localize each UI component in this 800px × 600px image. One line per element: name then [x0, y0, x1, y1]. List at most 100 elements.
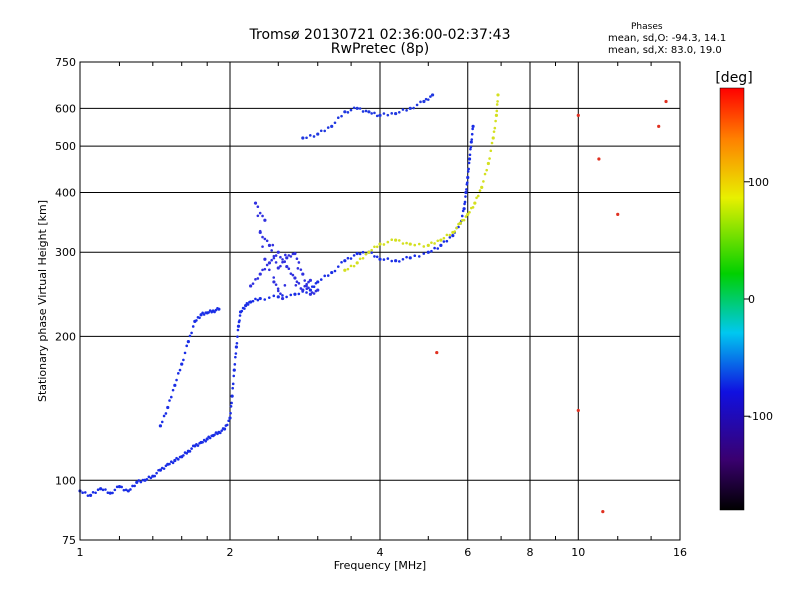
- data-point: [104, 488, 107, 491]
- data-point: [375, 255, 379, 259]
- data-point: [133, 484, 136, 488]
- data-point: [293, 276, 297, 280]
- data-point: [460, 218, 464, 222]
- data-point: [597, 157, 601, 161]
- data-point: [412, 106, 415, 110]
- data-point: [254, 297, 257, 301]
- data-point: [464, 195, 467, 198]
- data-point: [225, 423, 229, 427]
- data-point: [373, 111, 376, 115]
- data-point: [323, 274, 327, 278]
- data-point: [464, 215, 468, 218]
- data-point: [287, 254, 291, 257]
- data-point: [228, 416, 232, 420]
- data-point: [390, 238, 394, 242]
- data-point: [175, 378, 178, 382]
- data-point: [158, 424, 163, 428]
- data-point: [243, 307, 246, 310]
- data-point: [482, 180, 485, 183]
- data-point: [208, 436, 212, 440]
- data-point: [293, 252, 297, 256]
- data-point: [576, 408, 580, 413]
- data-point: [473, 201, 477, 205]
- data-point: [272, 254, 276, 258]
- data-point: [430, 241, 433, 244]
- data-point: [244, 303, 248, 308]
- data-point: [162, 414, 166, 418]
- data-point: [204, 439, 207, 443]
- data-point: [382, 243, 386, 246]
- colorbar: [719, 87, 745, 511]
- data-point: [265, 239, 269, 243]
- data-point: [382, 112, 386, 115]
- data-point: [230, 401, 233, 405]
- data-point: [424, 97, 428, 101]
- data-point: [422, 99, 426, 104]
- data-point: [480, 185, 484, 189]
- data-point: [471, 206, 475, 209]
- data-point: [373, 245, 376, 249]
- data-point: [164, 412, 168, 415]
- data-point: [236, 328, 240, 332]
- data-point: [111, 491, 114, 495]
- data-point: [464, 190, 468, 195]
- data-point: [293, 292, 297, 296]
- data-point: [171, 461, 175, 465]
- data-point: [270, 258, 273, 262]
- y-tick-label: 400: [55, 186, 76, 199]
- data-point: [188, 450, 192, 453]
- data-point: [160, 420, 164, 424]
- x-tick-label: 4: [377, 546, 384, 559]
- data-point: [346, 256, 350, 260]
- data-point: [183, 351, 187, 355]
- data-point: [176, 372, 180, 375]
- data-point: [308, 278, 313, 282]
- data-point: [238, 314, 242, 317]
- data-point: [355, 106, 359, 110]
- data-point: [445, 239, 449, 243]
- x-axis-label: Frequency [MHz]: [334, 559, 426, 572]
- data-point: [301, 288, 305, 292]
- data-point: [234, 355, 237, 359]
- data-point: [349, 108, 353, 112]
- data-point: [256, 298, 260, 302]
- data-point: [448, 233, 452, 237]
- data-point: [439, 238, 443, 242]
- phases-x-stats: mean, sd,X: 83.0, 19.0: [608, 45, 722, 56]
- data-point: [258, 211, 262, 215]
- data-point: [494, 119, 497, 123]
- data-point: [461, 209, 465, 213]
- data-point: [86, 494, 90, 497]
- data-point: [466, 212, 470, 216]
- data-point: [263, 237, 267, 241]
- data-point: [413, 254, 417, 258]
- data-point: [485, 168, 489, 172]
- data-point: [281, 294, 284, 297]
- data-point: [279, 255, 282, 259]
- data-point: [492, 130, 496, 133]
- data-point: [419, 100, 422, 104]
- data-point: [117, 485, 122, 489]
- data-point: [246, 303, 250, 306]
- data-point: [471, 127, 474, 131]
- data-point: [471, 124, 475, 128]
- data-point: [268, 268, 271, 272]
- data-point: [470, 138, 474, 141]
- data-point: [417, 255, 421, 258]
- data-point: [256, 277, 260, 280]
- data-point: [333, 121, 337, 125]
- data-point: [397, 260, 401, 263]
- data-point: [185, 344, 189, 348]
- data-point: [370, 251, 373, 254]
- data-point: [151, 474, 155, 478]
- data-point: [466, 170, 470, 173]
- data-point: [468, 153, 472, 157]
- data-point: [415, 103, 419, 107]
- data-point: [308, 288, 313, 292]
- data-point: [494, 113, 499, 117]
- data-point: [274, 261, 278, 264]
- data-point: [236, 324, 241, 328]
- data-point: [308, 134, 312, 137]
- data-point: [408, 106, 412, 110]
- data-point: [460, 214, 464, 218]
